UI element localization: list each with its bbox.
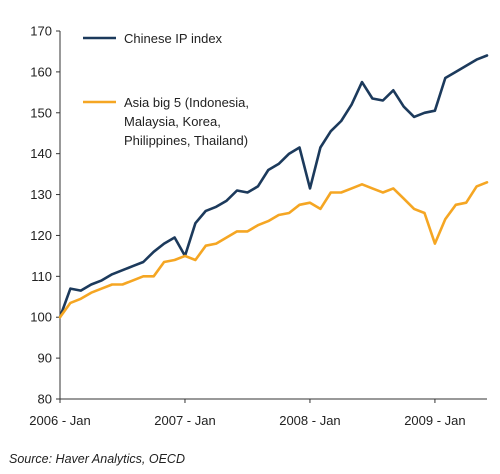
legend-label-2: Malaysia, Korea,: [124, 114, 221, 129]
x-tick-label: 2008 - Jan: [279, 413, 340, 428]
axes: [59, 31, 487, 400]
source-note: Source: Haver Analytics, OECD: [9, 452, 185, 466]
y-tick-label: 140: [30, 146, 52, 161]
x-tick-label: 2009 - Jan: [404, 413, 465, 428]
y-tick-label: 80: [38, 392, 52, 407]
x-axis-ticks: 2006 - Jan 2007 - Jan 2008 - Jan 2009 - Jan: [29, 399, 466, 428]
y-tick-label: 110: [31, 269, 52, 284]
y-tick-label: 120: [30, 228, 52, 243]
series-line-1: [58, 54, 489, 319]
x-tick-label: 2007 - Jan: [154, 413, 215, 428]
y-tick-label: 160: [30, 64, 52, 79]
y-axis-ticks: 80 90 100 110 120 130 140 150 160 170: [30, 24, 60, 407]
series-line-2: [58, 181, 489, 319]
legend-label-2: Asia big 5 (Indonesia,: [124, 95, 249, 110]
legend: Chinese IP index Asia big 5 (Indonesia, Ma…: [83, 31, 249, 148]
series-lines: [58, 54, 489, 319]
y-tick-label: 170: [30, 24, 52, 39]
y-tick-label: 130: [30, 187, 52, 202]
x-tick-label: 2006 - Jan: [29, 413, 90, 428]
legend-label-2: Philippines, Thailand): [124, 133, 248, 148]
y-tick-label: 100: [30, 310, 52, 325]
y-tick-label: 90: [38, 351, 52, 366]
y-tick-label: 150: [30, 105, 52, 120]
legend-label-1: Chinese IP index: [124, 31, 223, 46]
